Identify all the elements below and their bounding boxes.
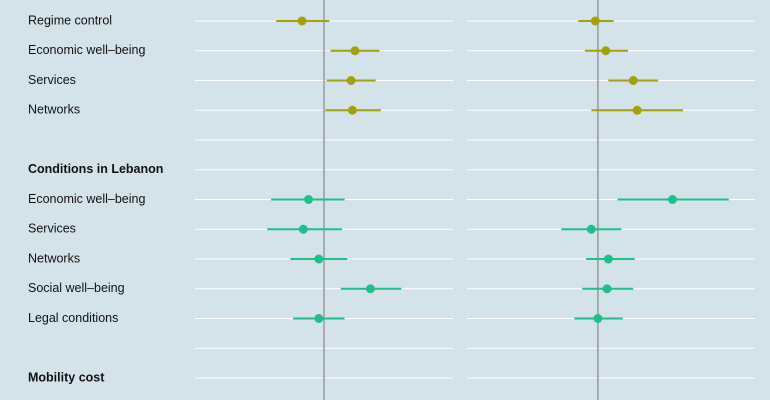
point-estimate [297, 16, 307, 26]
point-estimate [590, 16, 600, 26]
point-estimate [346, 76, 356, 85]
point-estimate [602, 284, 612, 294]
row-label: Economic well–being [28, 192, 145, 206]
row-label: Economic well–being [28, 43, 145, 57]
group-header: Conditions in Lebanon [28, 162, 163, 176]
point-estimate [603, 254, 613, 264]
point-estimate [628, 76, 638, 85]
point-estimate [586, 224, 596, 234]
row-label: Services [28, 222, 76, 236]
point-estimate [668, 195, 678, 204]
row-label: Social well–being [28, 281, 125, 295]
point-estimate [632, 105, 642, 115]
group-header: Mobility cost [28, 370, 105, 384]
point-estimate [314, 314, 324, 323]
row-label: Networks [28, 251, 80, 265]
point-estimate [365, 284, 375, 294]
point-estimate [601, 46, 611, 56]
point-estimate [593, 314, 603, 323]
row-label: Legal conditions [28, 311, 118, 325]
row-label: Regime control [28, 13, 112, 27]
row-label: Services [28, 73, 76, 87]
point-estimate [314, 254, 324, 264]
point-estimate [350, 46, 360, 56]
point-estimate [298, 224, 308, 234]
row-label: Networks [28, 103, 80, 117]
point-estimate [304, 195, 314, 204]
point-estimate [347, 105, 357, 115]
